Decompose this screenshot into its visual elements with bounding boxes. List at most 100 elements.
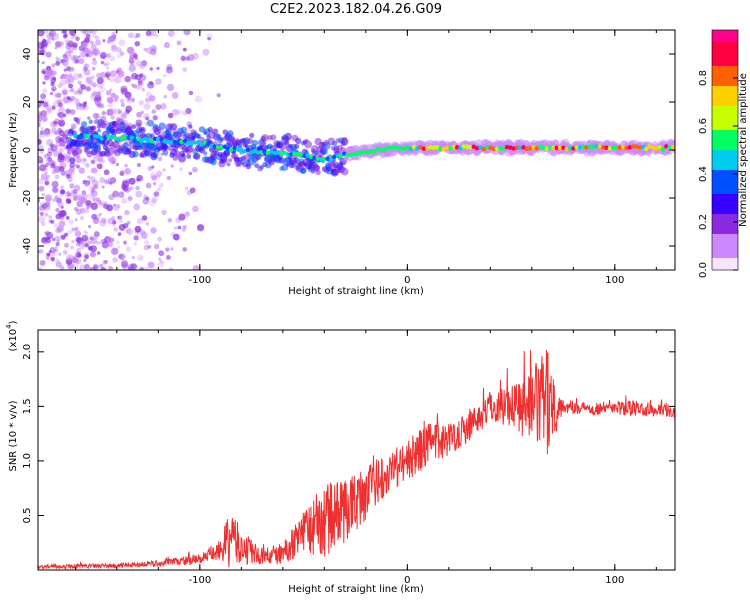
spectrogram-noise-point: [160, 260, 164, 264]
spectrogram-noise-point: [38, 266, 43, 270]
colorbar-segment: [712, 186, 738, 191]
spectrogram-trace-point: [305, 153, 310, 158]
spectrogram-noise-point: [38, 101, 43, 106]
spectrogram-noise-point: [65, 173, 71, 179]
spectrogram-noise-point: [186, 57, 190, 62]
spectrogram-noise-point: [136, 163, 141, 168]
spectrogram-noise-point: [144, 97, 151, 103]
spectrogram-noise-point: [113, 248, 118, 253]
colorbar-segment: [712, 182, 738, 187]
spectrogram-noise-point: [109, 88, 113, 92]
spectrogram-noise-point: [156, 187, 161, 192]
spectrogram-trace-point: [76, 134, 81, 140]
spectrogram-noise-point: [136, 217, 144, 225]
spectrogram-trace-point: [630, 144, 636, 149]
spectrogram-noise-point: [170, 164, 175, 168]
spectrogram-noise-point: [117, 232, 122, 236]
spectrogram-trace-point: [345, 152, 350, 157]
spectrogram-noise-point: [107, 217, 115, 225]
spectrogram-noise-point: [116, 67, 123, 74]
snr-axis-ticks: -100 0 100 0.5 1.0 1.5 2.0: [22, 330, 675, 586]
spectrogram-trace-point: [597, 144, 603, 149]
spectrogram-noise-point: [146, 91, 152, 98]
spectrogram-noise-point: [82, 158, 87, 162]
spectrogram-noise-point: [124, 167, 131, 175]
spectrogram-band-point: [340, 167, 349, 176]
spectrogram-noise-point: [133, 241, 137, 246]
spectrogram-noise-point: [53, 222, 59, 229]
spectrogram-noise-point: [50, 144, 58, 152]
spectrogram-noise-point: [192, 166, 198, 173]
spectrogram-trace-point: [189, 140, 194, 146]
spectrogram-noise-point: [83, 85, 88, 90]
spectrogram-noise-point: [57, 153, 65, 161]
spectrogram-noise-point: [109, 237, 115, 243]
spectrogram-noise-point: [89, 236, 94, 241]
colorbar-segment: [712, 190, 738, 195]
spectrogram-noise-point: [41, 116, 48, 122]
spectrogram-noise-point: [207, 37, 211, 41]
spectrogram-noise-point: [70, 123, 77, 130]
spectrogram-noise-point: [74, 184, 81, 192]
spectrogram-noise-point: [202, 48, 210, 56]
spectrogram-trace-point: [481, 146, 486, 152]
spectrogram-trace-point: [159, 137, 164, 142]
spectrogram-noise-point: [70, 66, 75, 72]
spectrogram-noise-point: [38, 145, 44, 151]
spectrogram-noise-point: [145, 182, 152, 189]
spectrogram-noise-point: [141, 215, 148, 221]
spectrogram-noise-point: [121, 183, 128, 190]
spectrogram-noise-point: [43, 128, 51, 135]
spectrogram-trace-point: [571, 146, 576, 151]
colorbar-ticks: 0.0 0.2 0.4 0.6 0.8: [698, 70, 738, 278]
spectrogram-noise-point: [84, 231, 89, 236]
spectrogram-noise-point: [99, 177, 106, 184]
spectrogram-noise-point: [65, 108, 71, 114]
spectrogram-noise-point: [65, 154, 71, 160]
spectrogram-noise-point: [54, 195, 59, 200]
spectrogram-noise-point: [47, 69, 51, 73]
spectrogram-noise-point: [48, 250, 52, 254]
spectrogram-noise-point: [94, 35, 100, 40]
spectrogram-noise-point: [38, 133, 42, 139]
spectrogram-noise-point: [120, 197, 128, 204]
colorbar-segment: [712, 110, 738, 115]
spectrogram-noise-point: [156, 66, 160, 71]
spectrogram-noise-point: [42, 88, 48, 94]
colorbar-segment: [712, 154, 738, 159]
spectrogram-noise-point: [133, 53, 138, 59]
spectrogram-trace-point: [86, 134, 91, 139]
spectrogram-noise-point: [54, 93, 59, 98]
spectrogram-noise-point: [92, 156, 99, 163]
spectrogram-noise-point: [99, 86, 106, 92]
spectrogram-noise-point: [135, 84, 142, 90]
spectrogram-noise-point: [170, 247, 174, 251]
spectrogram-noise-point: [55, 56, 59, 60]
spectrogram-noise-point: [153, 191, 160, 197]
spectrogram-noise-point: [80, 84, 87, 90]
spectrogram-noise-point: [72, 54, 79, 61]
spectrogram-trace-point: [288, 152, 294, 157]
spectrogram-trace-point: [461, 144, 466, 149]
spectrogram-trace-point: [557, 145, 563, 150]
spectrogram-noise-point: [126, 46, 135, 55]
spectrogram-trace-point: [594, 144, 599, 149]
spectrogram-trace-point: [195, 140, 201, 145]
spectrogram-noise-point: [73, 206, 79, 212]
colorbar-segment: [712, 242, 738, 247]
spectrogram-trace-point: [278, 151, 284, 156]
spectrogram-noise-point: [62, 133, 69, 140]
spectrogram-band-point: [226, 130, 234, 138]
spectrogram-trace-point: [169, 140, 174, 145]
spectrogram-noise-point: [58, 148, 64, 153]
spectrogram-noise-point: [38, 155, 44, 164]
spectrogram-noise-point: [79, 196, 86, 203]
spectrogram-noise-point: [129, 60, 135, 66]
spectrogram-noise-point: [120, 169, 125, 174]
colorbar-segment: [712, 30, 738, 35]
spectrogram-noise-point: [72, 189, 78, 195]
spectrogram-noise-point: [90, 189, 98, 197]
spectrogram-noise-point: [67, 230, 72, 235]
spectrogram-band-point: [212, 128, 219, 135]
spectrogram-noise-point: [96, 251, 101, 255]
